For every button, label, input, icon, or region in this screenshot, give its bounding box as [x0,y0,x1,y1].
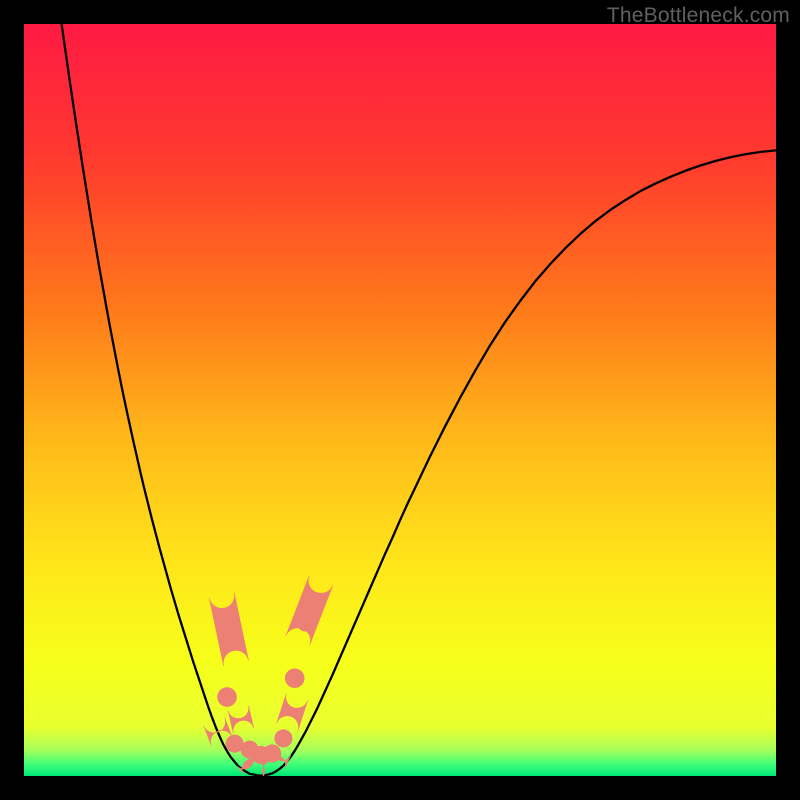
bottleneck-chart: TheBottleneck.com [0,0,800,800]
bead-dot [217,687,237,707]
bead-dot [274,729,292,747]
gradient-background [24,24,776,776]
chart-canvas [0,0,800,800]
bead-dot [285,668,305,688]
bead-dot [296,612,316,632]
bead-dot [263,744,281,762]
